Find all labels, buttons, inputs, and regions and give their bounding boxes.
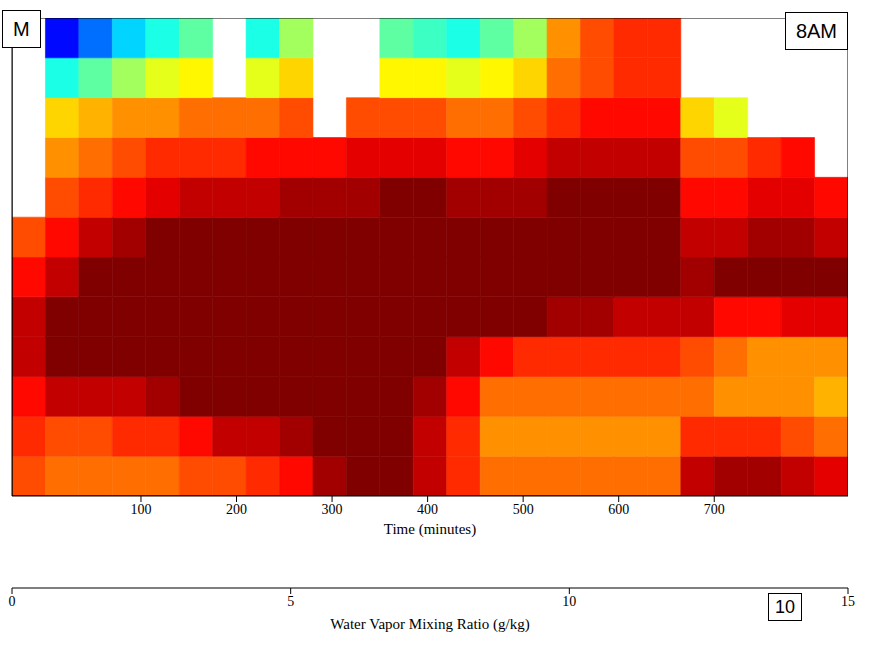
- html-text:M: M: [13, 18, 30, 40]
- html-text:8AM: 8AM: [795, 20, 837, 42]
- svg-text:Water Vapor Mixing Ratio (g/kg: Water Vapor Mixing Ratio (g/kg): [330, 616, 529, 633]
- svg-text:300: 300: [322, 502, 343, 517]
- svg-text:100: 100: [130, 502, 151, 517]
- svg-text:0: 0: [9, 594, 16, 609]
- svg-text:10: 10: [562, 594, 576, 609]
- svg-text:400: 400: [417, 502, 438, 517]
- svg-text:5: 5: [287, 594, 294, 609]
- svg-text:700: 700: [704, 502, 725, 517]
- svg-text:200: 200: [226, 502, 247, 517]
- svg-text:600: 600: [608, 502, 629, 517]
- svg-text:15: 15: [841, 594, 855, 609]
- svg-text:500: 500: [513, 502, 534, 517]
- html-text:10: 10: [775, 597, 795, 617]
- svg-text:Time (minutes): Time (minutes): [384, 521, 476, 538]
